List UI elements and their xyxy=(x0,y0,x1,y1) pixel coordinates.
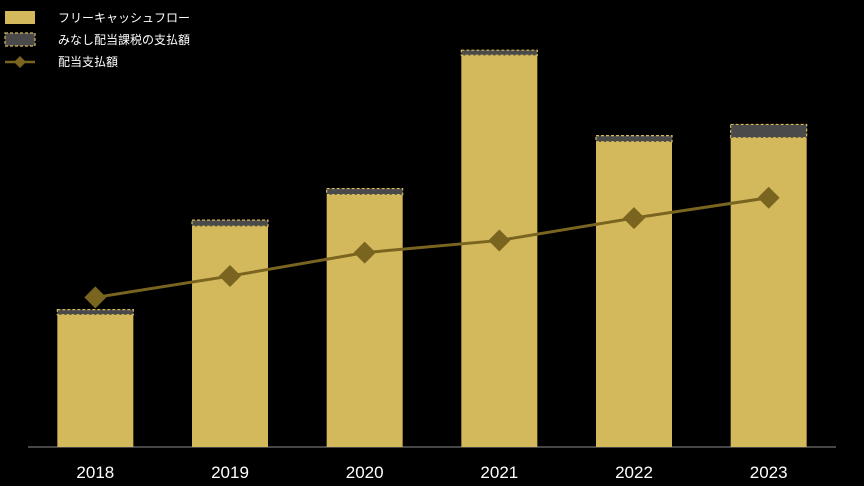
bar-tax-2023 xyxy=(730,123,808,139)
legend-label-2: 配当支払額 xyxy=(58,55,118,69)
marker-dividend-2019 xyxy=(219,265,241,288)
marker-dividend-2020 xyxy=(353,241,376,264)
legend-label-1: みなし配当課税の支払額 xyxy=(58,32,190,47)
x-tick-2018: 2018 xyxy=(76,463,114,482)
x-tick-2019: 2019 xyxy=(211,463,249,482)
bar-tax-2022 xyxy=(595,135,673,143)
marker-dividend-2021 xyxy=(488,229,511,252)
bar-tax-2020 xyxy=(326,187,404,196)
legend-swatch-tax xyxy=(4,32,36,47)
x-tick-2021: 2021 xyxy=(480,463,518,482)
line-dividend xyxy=(95,196,769,299)
bar-tax-2021 xyxy=(460,49,538,56)
bar-fcf-2020 xyxy=(326,194,403,447)
bar-tax-2019 xyxy=(191,219,269,227)
x-tick-2020: 2020 xyxy=(346,463,384,482)
legend-label-0: フリーキャッシュフロー xyxy=(58,11,190,25)
bar-fcf-2019 xyxy=(192,226,268,447)
x-tick-2023: 2023 xyxy=(750,463,788,482)
x-tick-2022: 2022 xyxy=(615,463,653,482)
bar-fcf-2022 xyxy=(596,141,672,447)
legend-swatch-dividend-marker xyxy=(14,56,26,68)
legend-swatch-fcf xyxy=(5,11,35,24)
marker-dividend-2023 xyxy=(757,186,780,209)
bar-fcf-2023 xyxy=(730,137,807,447)
bar-fcf-2018 xyxy=(57,314,134,447)
marker-dividend-2022 xyxy=(623,207,645,230)
marker-dividend-2018 xyxy=(84,286,107,309)
bar-tax-2018 xyxy=(56,309,134,316)
